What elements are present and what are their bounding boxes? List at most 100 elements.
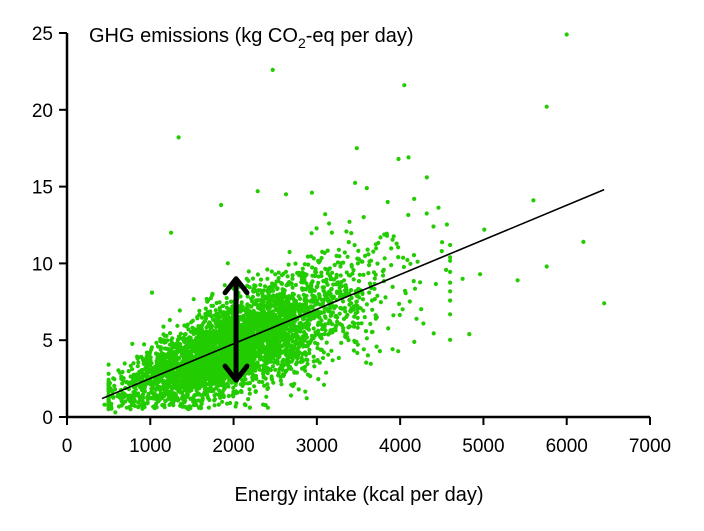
y-tick-label: 20 [32, 101, 53, 122]
data-point [162, 338, 167, 343]
data-point [337, 311, 342, 316]
data-point [302, 298, 307, 303]
data-point [290, 285, 295, 290]
data-point [283, 368, 288, 373]
data-point [222, 332, 227, 337]
data-point [364, 336, 369, 341]
data-point [249, 360, 254, 365]
data-point [216, 355, 221, 360]
data-point [117, 395, 122, 400]
data-point [353, 180, 358, 185]
data-point [336, 247, 341, 252]
data-point [282, 330, 287, 335]
data-point [190, 385, 196, 390]
data-point [352, 314, 357, 319]
data-point [294, 370, 299, 375]
data-point [273, 367, 278, 372]
data-point [305, 254, 310, 259]
data-point [212, 337, 217, 342]
data-point [137, 369, 142, 374]
data-point [341, 316, 347, 321]
data-point [202, 382, 207, 388]
data-point [355, 303, 360, 309]
data-point [155, 353, 160, 358]
data-point [164, 373, 169, 378]
data-point [336, 355, 341, 361]
data-point [279, 308, 285, 313]
data-point [188, 396, 193, 401]
data-point [341, 278, 347, 283]
data-point [329, 348, 334, 353]
data-point [329, 294, 334, 299]
data-point [140, 372, 145, 377]
data-point [140, 406, 145, 411]
data-points [102, 32, 607, 415]
data-point [167, 317, 172, 323]
data-point [178, 372, 183, 377]
data-point [386, 326, 391, 331]
data-point [285, 313, 290, 318]
data-point [364, 302, 369, 307]
data-point [209, 364, 214, 369]
data-point [149, 345, 154, 350]
data-point [260, 338, 265, 343]
data-point [327, 331, 332, 336]
data-point [424, 211, 429, 216]
data-point [581, 239, 586, 244]
data-point [106, 381, 111, 386]
data-point [202, 367, 207, 372]
data-point [171, 399, 176, 404]
data-point [256, 320, 262, 325]
data-point [367, 263, 372, 268]
data-point [329, 287, 334, 292]
data-point [333, 314, 338, 319]
data-point [255, 360, 260, 365]
data-point [240, 322, 245, 327]
data-point [294, 340, 299, 345]
data-point [356, 257, 361, 262]
data-point [179, 396, 184, 401]
data-point [334, 272, 339, 277]
data-point [160, 395, 165, 400]
data-point [314, 270, 319, 275]
data-point [306, 327, 311, 332]
data-point [322, 289, 327, 295]
data-point [189, 368, 194, 373]
data-point [167, 371, 172, 376]
data-point [131, 372, 136, 377]
data-point [291, 292, 296, 297]
data-point [136, 374, 141, 379]
data-point [257, 334, 262, 340]
data-point [301, 309, 306, 314]
data-point [309, 231, 314, 236]
data-point [249, 312, 254, 317]
data-point [312, 364, 317, 369]
data-point [212, 332, 217, 337]
data-point [200, 377, 205, 382]
data-point [353, 311, 358, 316]
data-point [202, 390, 207, 395]
data-point [378, 235, 383, 240]
data-point [264, 296, 269, 301]
data-point [351, 324, 357, 329]
data-point [293, 333, 298, 338]
data-point [305, 318, 310, 323]
data-point [261, 298, 266, 303]
data-point [283, 269, 289, 274]
data-point [319, 273, 324, 279]
data-point [431, 331, 436, 336]
data-point [339, 306, 344, 311]
data-point [257, 311, 262, 316]
data-point [186, 380, 191, 385]
data-point [160, 365, 165, 370]
data-point [138, 385, 143, 390]
data-point [146, 396, 151, 401]
data-point [367, 290, 372, 295]
data-point [217, 364, 222, 369]
x-tick-label: 6000 [546, 436, 588, 457]
data-point [175, 385, 180, 390]
data-point [314, 285, 319, 290]
data-point [260, 294, 265, 299]
chart-title: GHG emissions (kg CO2-eq per day) [89, 25, 414, 51]
data-point [251, 286, 256, 292]
